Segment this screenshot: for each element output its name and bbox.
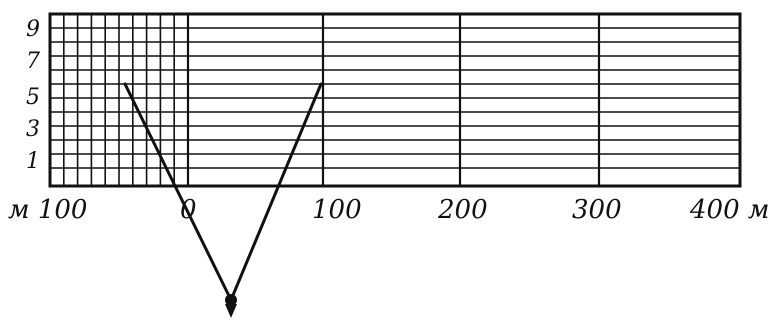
axis-label-400m: 400 м xyxy=(689,195,769,225)
sight-lines xyxy=(123,82,323,302)
row-label-7: 7 xyxy=(26,49,40,74)
axis-label-0: 0 xyxy=(180,195,197,225)
axis-label-m100: м 100 xyxy=(8,195,87,225)
row-label-9: 9 xyxy=(26,17,40,42)
grid-frame xyxy=(48,12,742,188)
horizontal-lines xyxy=(50,27,740,169)
axis-label-200: 200 xyxy=(437,195,488,225)
axis-label-300: 300 xyxy=(572,195,622,225)
row-label-3: 3 xyxy=(26,117,40,142)
major-vertical-lines xyxy=(186,14,601,186)
sight-line-right xyxy=(229,82,323,302)
axis-label-100: 100 xyxy=(312,195,362,225)
observer-marker xyxy=(225,304,237,318)
row-label-1: 1 xyxy=(26,149,40,174)
fine-vertical-lines xyxy=(62,14,175,186)
row-label-5: 5 xyxy=(26,85,40,110)
observer-point xyxy=(225,294,237,306)
sight-line-left xyxy=(123,82,233,302)
